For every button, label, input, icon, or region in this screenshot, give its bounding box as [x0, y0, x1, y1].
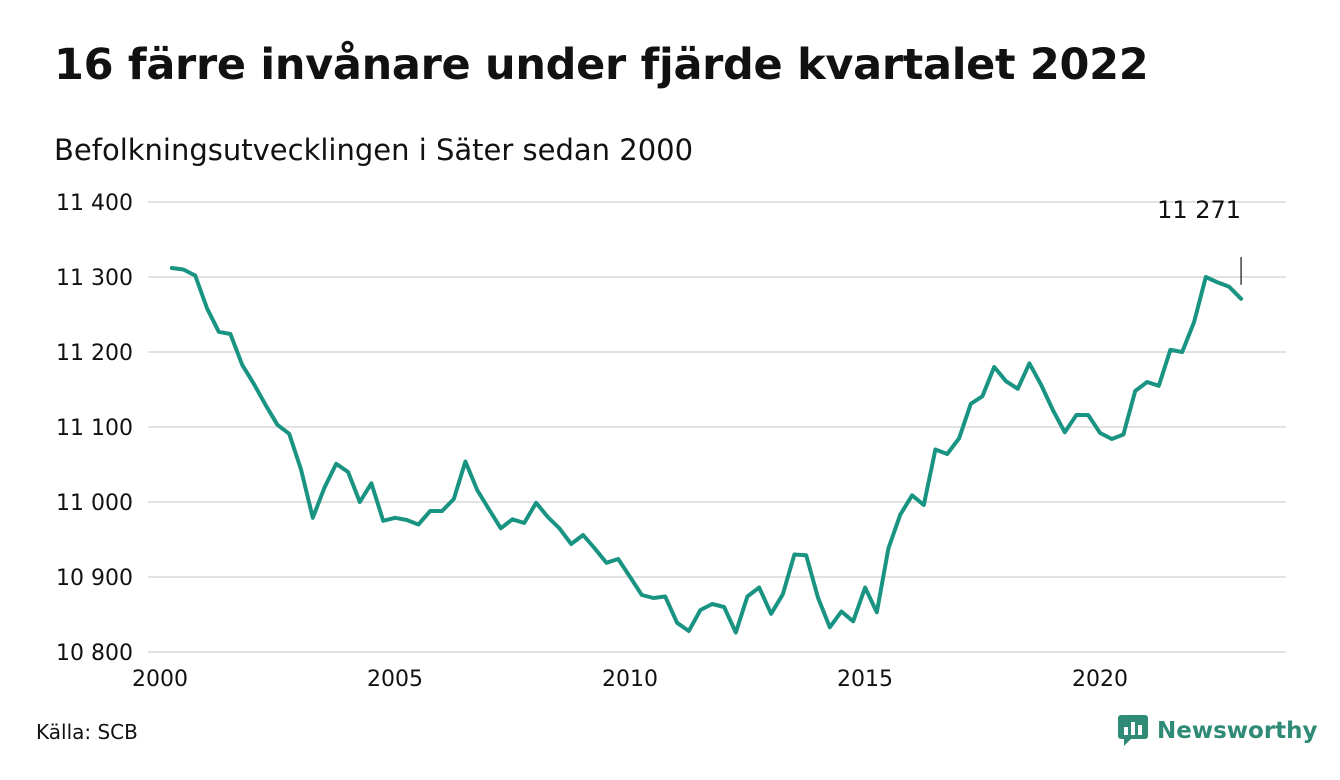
end-value-label: 11 271: [1157, 196, 1241, 224]
end-annotation: 11 271: [1157, 196, 1242, 285]
x-tick-label: 2000: [132, 667, 188, 692]
x-tick-label: 2005: [367, 667, 423, 692]
y-axis-ticks: 11 400 11 300 11 200 11 100 11 000 10 900 10 8…: [56, 191, 133, 666]
series-line: [169, 266, 1244, 635]
y-tick-label: 11 400: [56, 191, 133, 216]
brand-logo: Newsworthy: [1118, 714, 1318, 748]
y-tick-label: 11 100: [56, 416, 133, 441]
x-axis-ticks: 2000 2005 2010 2015 2020: [132, 667, 1128, 692]
y-tick-label: 11 200: [56, 341, 133, 366]
gridlines: [148, 201, 1286, 653]
series-group: [169, 266, 1244, 635]
source-note: Källa: SCB: [36, 720, 138, 744]
brand-name: Newsworthy: [1157, 718, 1318, 744]
y-tick-label: 10 800: [56, 641, 133, 666]
newsworthy-logo-icon: [1118, 715, 1148, 746]
chart-subtitle: Befolkningsutvecklingen i Säter sedan 20…: [54, 133, 694, 167]
x-tick-label: 2020: [1072, 667, 1128, 692]
chart-title: 16 färre invånare under fjärde kvartalet…: [54, 40, 1149, 90]
y-tick-label: 11 000: [56, 491, 133, 516]
y-tick-label: 10 900: [56, 566, 133, 591]
x-tick-label: 2015: [837, 667, 893, 692]
x-tick-label: 2010: [602, 667, 658, 692]
y-tick-label: 11 300: [56, 266, 133, 291]
